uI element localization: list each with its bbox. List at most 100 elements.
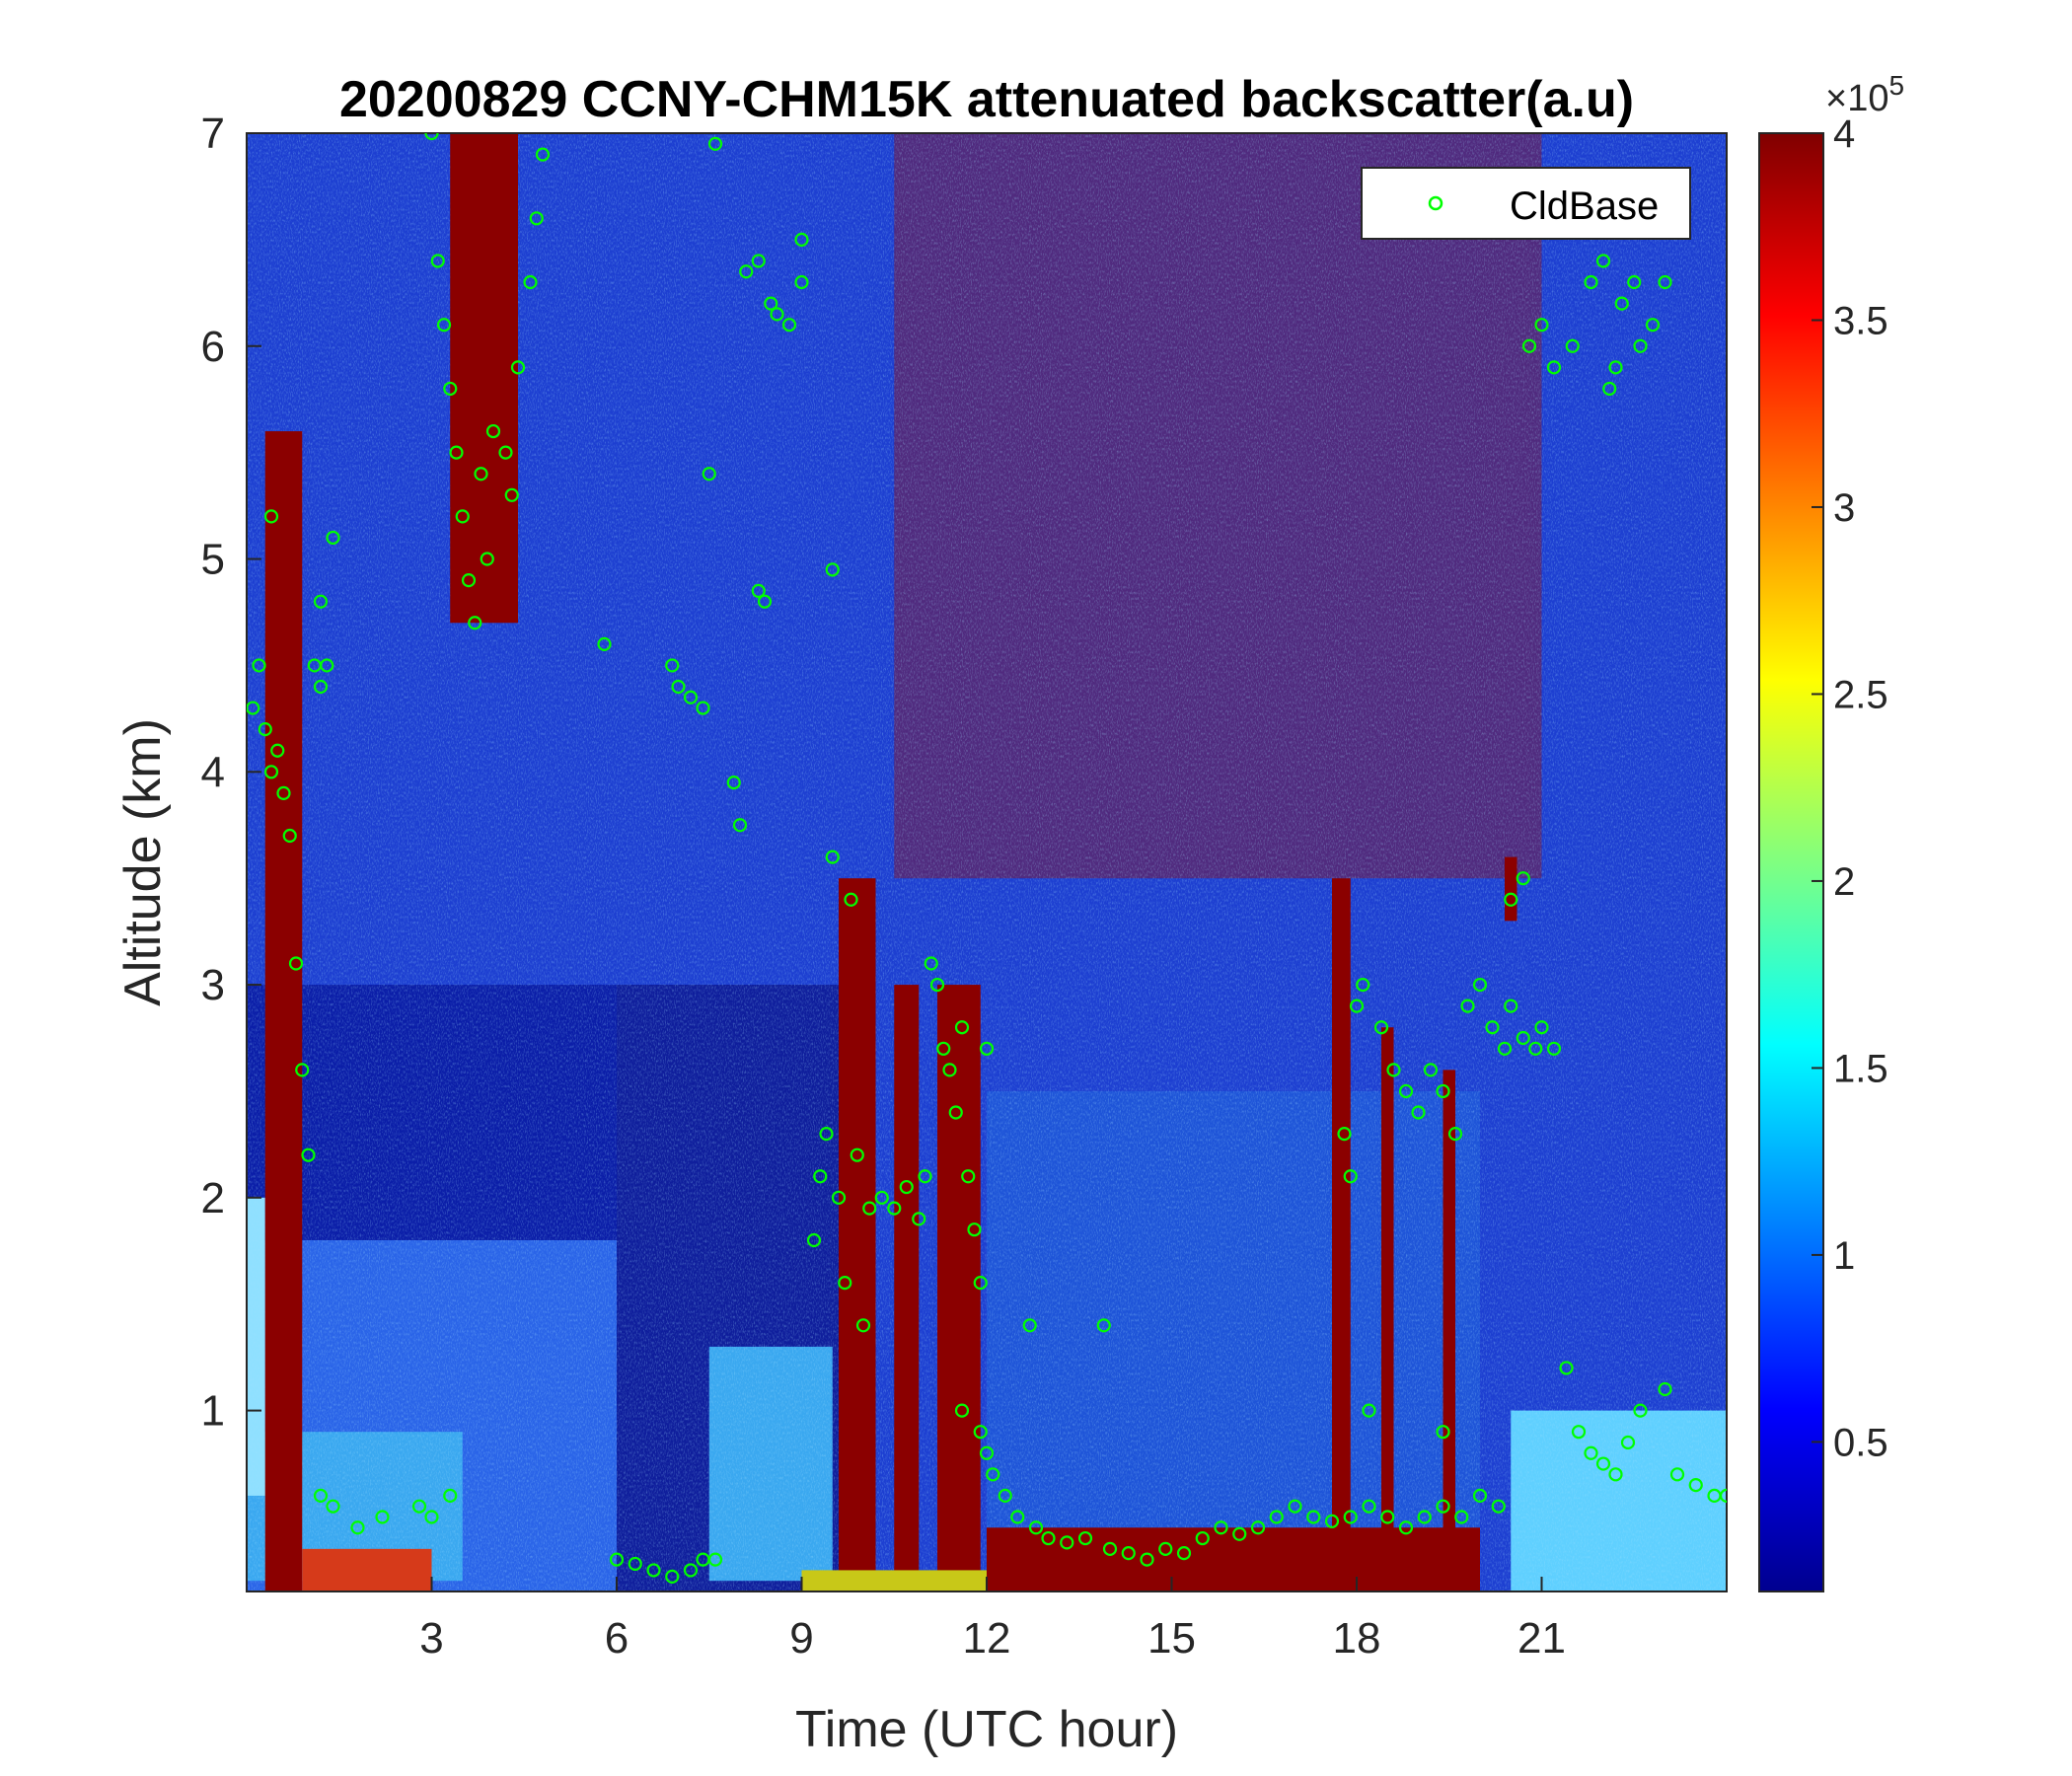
cldbase-point bbox=[1010, 1510, 1025, 1524]
cldbase-point bbox=[1343, 1510, 1358, 1524]
cldbase-point bbox=[1608, 1467, 1623, 1482]
colorbar-tick-label: 2 bbox=[1833, 860, 1855, 904]
cldbase-point bbox=[1140, 1552, 1154, 1567]
cldbase-point bbox=[276, 785, 291, 800]
cldbase-point bbox=[1121, 1546, 1136, 1561]
cldbase-point bbox=[295, 1063, 310, 1077]
cldbase-point bbox=[1565, 338, 1580, 353]
cldbase-point bbox=[998, 1488, 1012, 1504]
cldbase-point bbox=[411, 1499, 427, 1514]
cldbase-point bbox=[313, 1488, 329, 1504]
cldbase-point bbox=[1546, 360, 1562, 375]
cldbase-point bbox=[313, 594, 329, 609]
cldbase-point bbox=[1356, 977, 1370, 993]
heatmap-strong-region bbox=[1381, 1027, 1394, 1591]
cldbase-point bbox=[665, 658, 680, 673]
heatmap-strong-region bbox=[450, 133, 518, 624]
cldbase-point bbox=[819, 1127, 834, 1142]
cldbase-point bbox=[1633, 1403, 1648, 1418]
heatmap-strong-region bbox=[1505, 856, 1517, 922]
cldbase-point bbox=[646, 1563, 661, 1578]
cldbase-point bbox=[838, 1276, 852, 1291]
colorbar-tick-label: 2.5 bbox=[1833, 673, 1888, 716]
colorbar-tick-label: 1.5 bbox=[1833, 1047, 1888, 1090]
cldbase-point bbox=[1584, 274, 1598, 290]
cldbase-point bbox=[1380, 1510, 1395, 1524]
cldbase-point bbox=[252, 658, 266, 673]
heatmap-strong-region bbox=[937, 985, 981, 1591]
cldbase-point bbox=[263, 509, 279, 524]
cldbase-point bbox=[1521, 338, 1537, 353]
cldbase-point bbox=[1349, 999, 1365, 1013]
cldbase-point bbox=[1060, 1535, 1074, 1550]
cldbase-point bbox=[1454, 1510, 1469, 1524]
cldbase-point bbox=[1669, 1467, 1685, 1482]
cldbase-point bbox=[1269, 1510, 1284, 1524]
cldbase-point bbox=[986, 1467, 1000, 1482]
cldbase-point bbox=[1584, 1445, 1598, 1460]
cldbase-point bbox=[375, 1510, 390, 1524]
cldbase-point bbox=[707, 136, 723, 151]
cldbase-point bbox=[844, 892, 858, 907]
cldbase-point bbox=[665, 1569, 680, 1584]
cldbase-point bbox=[468, 616, 482, 630]
cldbase-point bbox=[1362, 1499, 1376, 1514]
cldbase-point bbox=[1324, 1514, 1340, 1528]
cldbase-point bbox=[628, 1556, 642, 1572]
colorbar-tick-label: 0.5 bbox=[1833, 1421, 1888, 1464]
cldbase-point bbox=[1362, 1403, 1376, 1418]
cldbase-point bbox=[1491, 1499, 1506, 1514]
cldbase-point bbox=[1195, 1530, 1210, 1546]
cldbase-point bbox=[1528, 1041, 1543, 1056]
colorbar-tick-label: 1 bbox=[1833, 1234, 1855, 1278]
x-tick-label: 21 bbox=[1517, 1614, 1566, 1663]
cldbase-point bbox=[794, 232, 809, 247]
cldbase-point bbox=[671, 679, 686, 695]
cldbase-point bbox=[751, 254, 766, 268]
y-tick-label: 4 bbox=[201, 748, 225, 796]
cldbase-point bbox=[751, 583, 766, 598]
cldbase-point bbox=[1398, 1520, 1414, 1535]
cldbase-point bbox=[739, 264, 754, 279]
cldbase-point bbox=[1472, 977, 1488, 993]
cldbase-point bbox=[1516, 871, 1530, 886]
cldbase-point bbox=[326, 1499, 340, 1514]
heatmap-strong-region bbox=[1332, 878, 1351, 1591]
colorbar-tick-label: 4 bbox=[1833, 112, 1855, 156]
cldbase-point bbox=[1436, 1425, 1450, 1440]
cldbase-point bbox=[597, 636, 612, 651]
cldbase-point bbox=[1472, 1488, 1488, 1504]
cldbase-point bbox=[1337, 1127, 1352, 1142]
cldbase-point bbox=[707, 1552, 723, 1567]
cldbase-point bbox=[1571, 1425, 1587, 1440]
y-axis: 1 2 3 4 5 6 7 bbox=[201, 110, 261, 1436]
cldbase-point bbox=[1620, 1435, 1636, 1450]
heatmap-strong-region bbox=[801, 1570, 987, 1591]
heatmap-strong-region bbox=[987, 1527, 1480, 1591]
cldbase-point bbox=[504, 487, 519, 502]
cldbase-point bbox=[1546, 1041, 1562, 1056]
cldbase-point bbox=[924, 956, 938, 971]
cldbase-point bbox=[1214, 1520, 1228, 1535]
cldbase-point bbox=[973, 1425, 988, 1440]
cldbase-point bbox=[443, 381, 458, 397]
legend-marker-cldbase bbox=[1428, 195, 1443, 211]
cldbase-point bbox=[1102, 1541, 1118, 1556]
cldbase-point bbox=[1096, 1318, 1111, 1333]
cldbase-point bbox=[282, 828, 297, 844]
chart-title: 20200829 CCNY-CHM15K attenuated backscat… bbox=[339, 71, 1634, 128]
colorbar: 0.5 1 1.5 2 2.5 3 3.5 4 ×105 bbox=[1758, 70, 1904, 1592]
cldbase-point bbox=[263, 765, 279, 779]
cldbase-point bbox=[887, 1201, 902, 1216]
cldbase-point bbox=[979, 1041, 995, 1056]
cldbase-point bbox=[1719, 1488, 1727, 1504]
x-axis: 3 6 9 12 15 18 21 bbox=[419, 1577, 1566, 1663]
cldbase-point bbox=[258, 722, 272, 737]
cldbase-point bbox=[523, 274, 538, 290]
cldbase-point bbox=[831, 1190, 847, 1205]
legend-label-cldbase: CldBase bbox=[1510, 185, 1659, 228]
cldbase-point bbox=[855, 1318, 871, 1333]
cldbase-point bbox=[696, 701, 710, 715]
cldbase-point bbox=[1516, 1030, 1530, 1046]
cldbase-point bbox=[850, 1147, 864, 1162]
